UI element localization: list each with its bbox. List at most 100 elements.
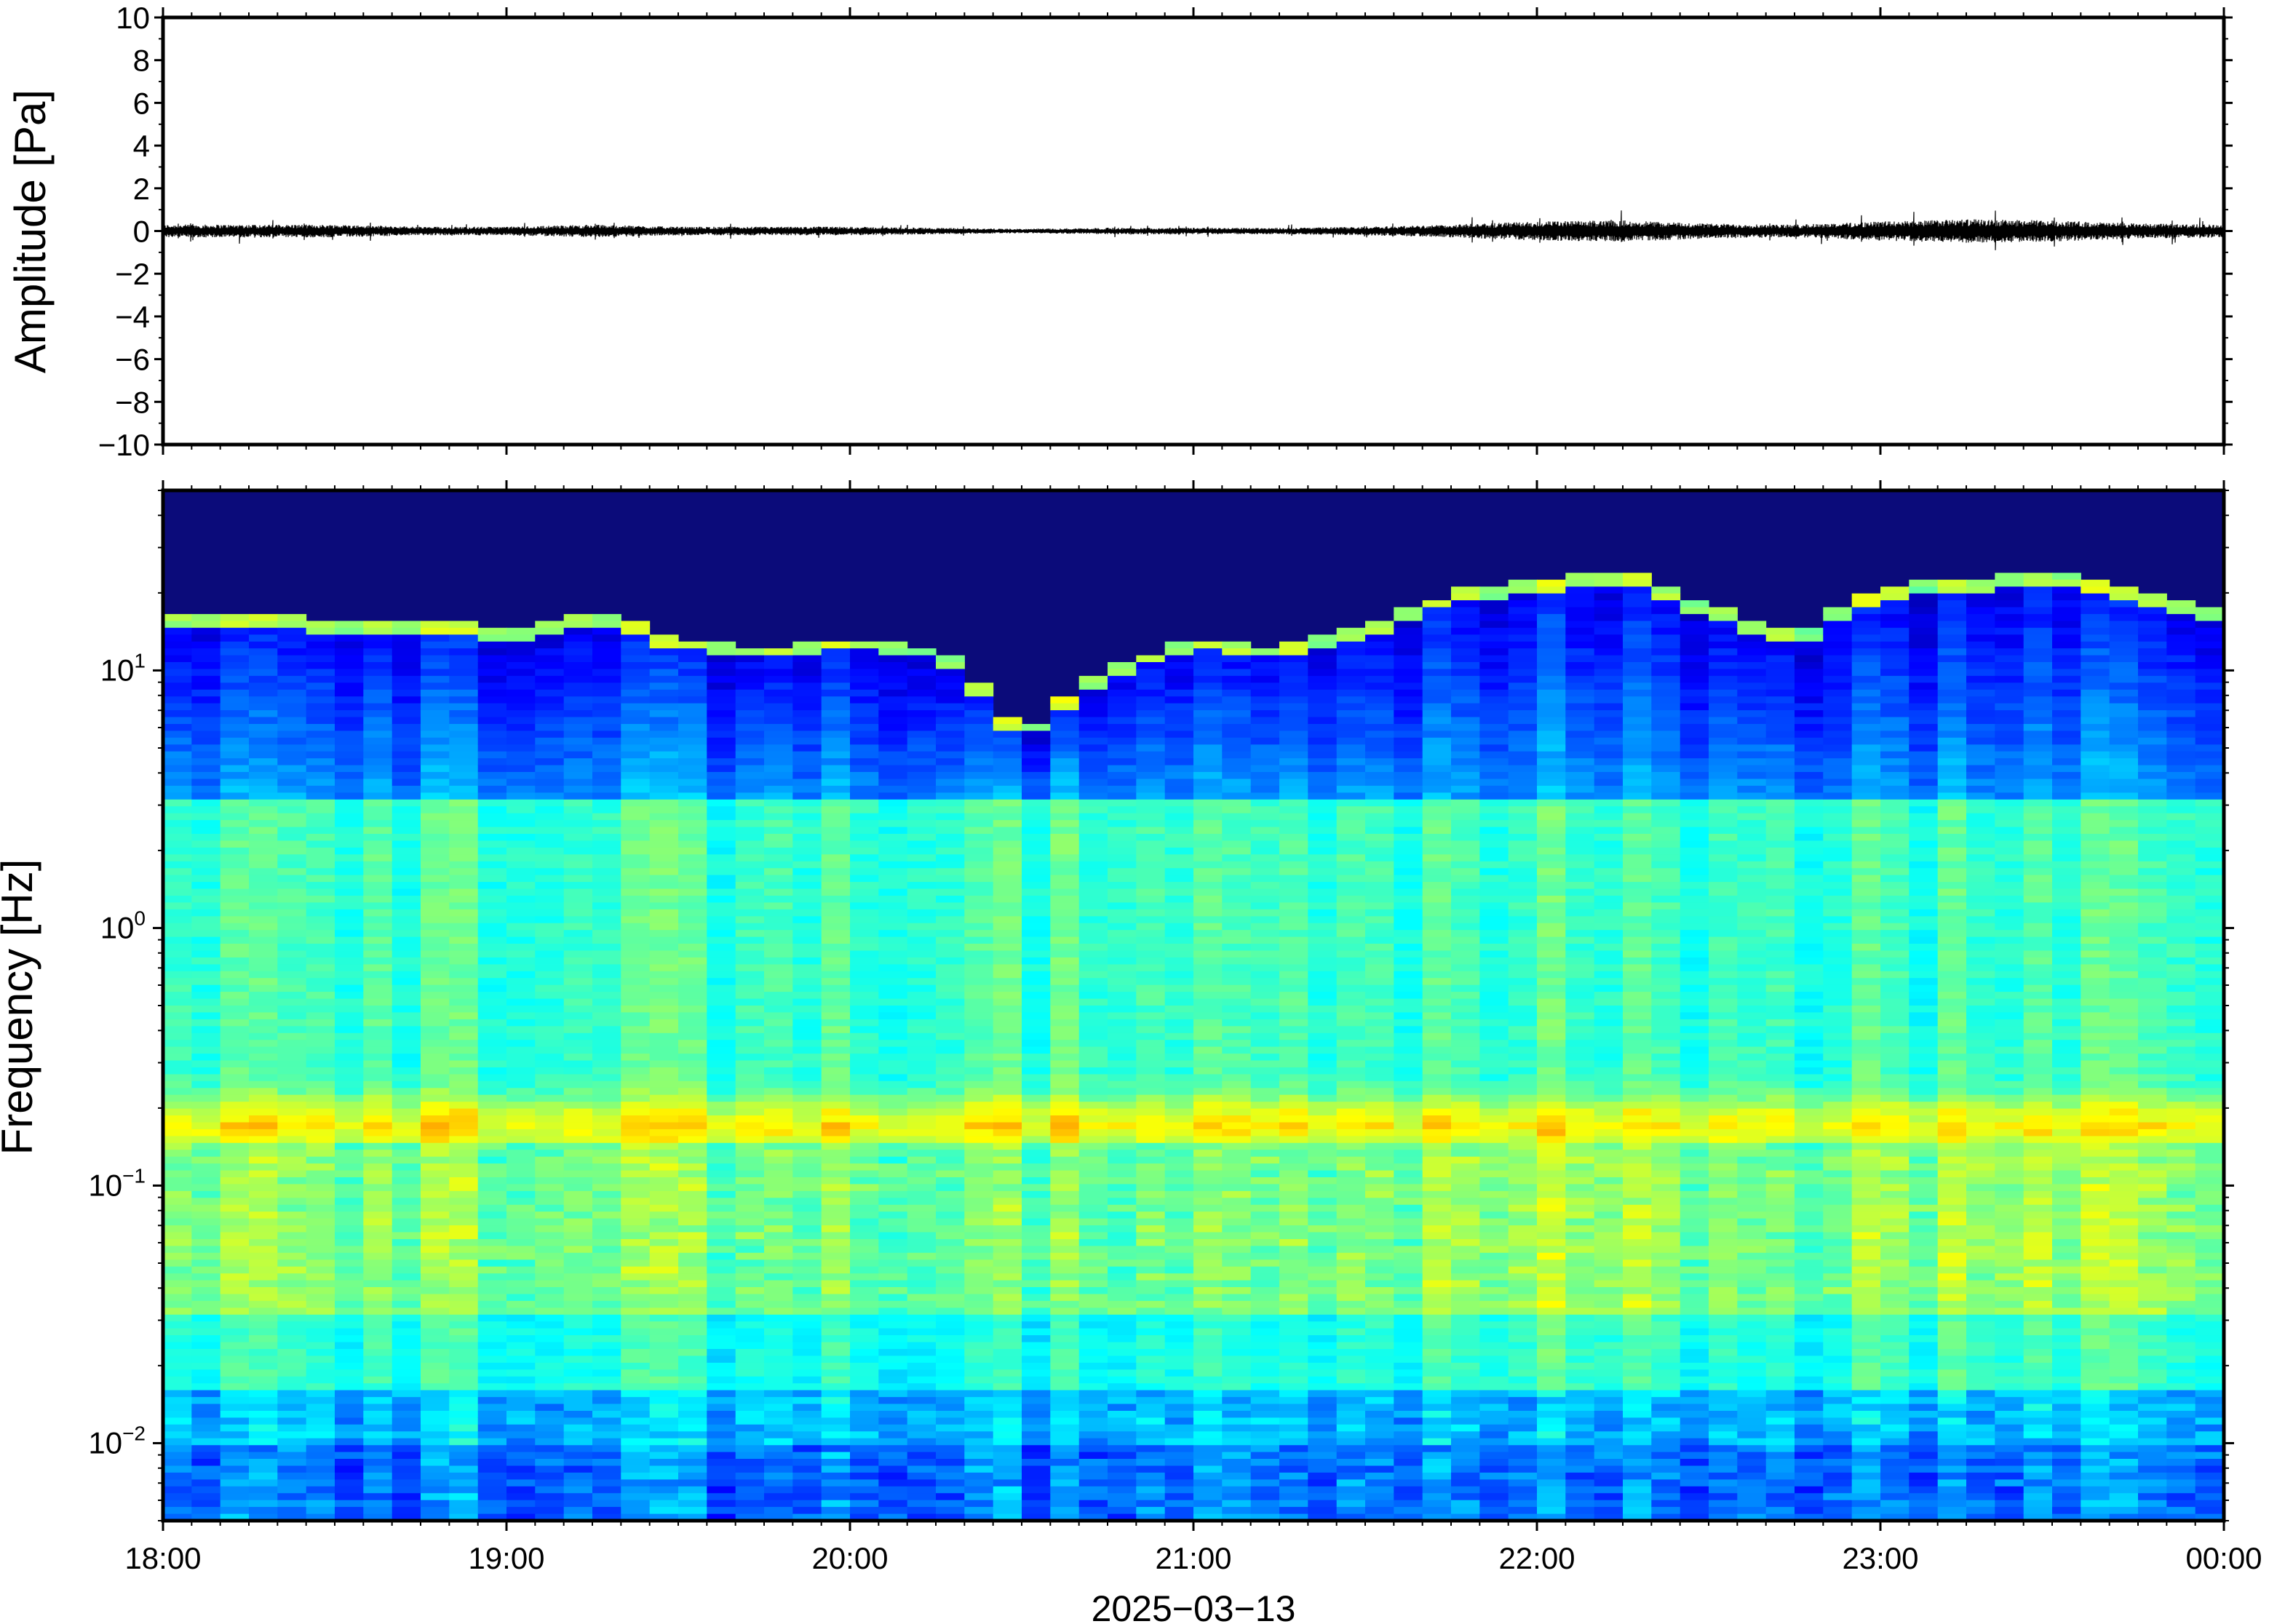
spectrogram-cell bbox=[993, 1307, 1022, 1315]
spectrogram-cell bbox=[878, 648, 908, 656]
spectrogram-cell bbox=[535, 621, 565, 629]
spectrogram-cell bbox=[249, 1232, 278, 1240]
spectrogram-cell bbox=[1050, 1122, 1080, 1130]
spectrogram-cell bbox=[1193, 1067, 1223, 1075]
spectrogram-cell bbox=[335, 1335, 364, 1343]
spectrogram-cell bbox=[821, 792, 851, 800]
spectrogram-cell bbox=[163, 1246, 192, 1254]
spectrogram-cell bbox=[1050, 1328, 1080, 1336]
spectrogram-cell bbox=[621, 1040, 651, 1048]
spectrogram-cell bbox=[421, 1177, 450, 1185]
spectrogram-cell bbox=[907, 648, 937, 656]
spectrogram-cell bbox=[191, 1184, 221, 1192]
spectrogram-cell bbox=[649, 1122, 679, 1130]
spectrogram-cell bbox=[220, 896, 250, 903]
spectrogram-cell bbox=[764, 992, 793, 1000]
spectrogram-cell bbox=[1078, 1452, 1108, 1460]
spectrogram-cell bbox=[535, 1150, 565, 1158]
spectrogram-cell bbox=[649, 1328, 679, 1336]
spectrogram-cell bbox=[306, 675, 335, 683]
spectrogram-cell bbox=[363, 1198, 393, 1206]
spectrogram-cell bbox=[821, 703, 851, 711]
spectrogram-cell bbox=[792, 1376, 822, 1384]
spectrogram-cell bbox=[735, 813, 765, 821]
spectrogram-cell bbox=[621, 779, 651, 787]
spectrogram-cell bbox=[878, 779, 908, 787]
spectrogram-cell bbox=[621, 909, 651, 917]
spectrogram-cell bbox=[707, 731, 736, 739]
spectrogram-cell bbox=[1108, 1122, 1137, 1130]
spectrogram-cell bbox=[1222, 731, 1252, 739]
spectrogram-cell bbox=[964, 1122, 994, 1130]
spectrogram-cell bbox=[306, 662, 335, 669]
spectrogram-cell bbox=[392, 1012, 421, 1020]
spectrogram-cell bbox=[335, 1122, 364, 1130]
spectrogram-cell bbox=[1164, 1006, 1194, 1013]
spectrogram-cell bbox=[707, 1342, 736, 1350]
spectrogram-cell bbox=[163, 1198, 192, 1206]
spectrogram-cell bbox=[535, 1211, 565, 1219]
spectrogram-cell bbox=[392, 731, 421, 739]
spectrogram-cell bbox=[1193, 847, 1223, 855]
spectrogram-cell bbox=[421, 1356, 450, 1364]
spectrogram-cell bbox=[449, 1239, 479, 1246]
spectrogram-cell bbox=[907, 1493, 937, 1501]
spectrogram-cell bbox=[678, 731, 707, 739]
spectrogram-cell bbox=[621, 1307, 651, 1315]
spectrogram-cell bbox=[392, 1383, 421, 1391]
spectrogram-cell bbox=[506, 1108, 536, 1116]
spectrogram-cell bbox=[907, 744, 937, 752]
spectrogram-cell bbox=[277, 1190, 307, 1198]
spectrogram-cell bbox=[163, 1150, 192, 1158]
spectrogram-cell bbox=[1136, 882, 1166, 890]
spectrogram-cell bbox=[249, 1424, 278, 1432]
spectrogram-cell bbox=[535, 682, 565, 690]
spectrogram-cell bbox=[449, 1163, 479, 1171]
spectrogram-cell bbox=[792, 717, 822, 725]
spectrogram-cell bbox=[563, 896, 593, 903]
spectrogram-cell bbox=[993, 875, 1022, 883]
spectrogram-cell bbox=[249, 1156, 278, 1164]
spectrogram-cell bbox=[621, 1493, 651, 1501]
spectrogram-cell bbox=[1222, 799, 1252, 807]
spectrogram-cell bbox=[907, 1300, 937, 1308]
spectrogram-cell bbox=[535, 1376, 565, 1384]
spectrogram-cell bbox=[563, 1067, 593, 1075]
spectrogram-cell bbox=[964, 1493, 994, 1501]
spectrogram-cell bbox=[421, 1094, 450, 1102]
spectrogram-cell bbox=[1164, 1080, 1194, 1088]
spectrogram-cell bbox=[1136, 1150, 1166, 1158]
spectrogram-cell bbox=[363, 1300, 393, 1308]
spectrogram-cell bbox=[306, 696, 335, 704]
spectrogram-cell bbox=[506, 861, 536, 869]
spectrogram-cell bbox=[821, 930, 851, 938]
spectrogram-cell bbox=[621, 1445, 651, 1453]
spectrogram-cell bbox=[249, 827, 278, 835]
spectrogram-cell bbox=[277, 1486, 307, 1494]
spectrogram-cell bbox=[220, 682, 250, 690]
spectrogram-cell bbox=[792, 936, 822, 944]
spectrogram-cell bbox=[220, 1280, 250, 1288]
spectrogram-cell bbox=[506, 1142, 536, 1150]
spectrogram-cell bbox=[678, 1006, 707, 1013]
spectrogram-cell bbox=[993, 1163, 1022, 1171]
spectrogram-cell bbox=[277, 1459, 307, 1466]
spectrogram-cell bbox=[335, 1513, 364, 1521]
spectrogram-cell bbox=[249, 1108, 278, 1116]
spectrogram-cell bbox=[220, 675, 250, 683]
spectrogram-cell bbox=[249, 1307, 278, 1315]
spectrogram-cell bbox=[306, 834, 335, 841]
spectrogram-cell bbox=[592, 1218, 621, 1226]
spectrogram-cell bbox=[850, 1390, 879, 1398]
spectrogram-cell bbox=[707, 1397, 736, 1405]
spectrogram-cell bbox=[363, 861, 393, 869]
spectrogram-cell bbox=[392, 1500, 421, 1508]
spectrogram-cell bbox=[764, 1136, 793, 1144]
spectrogram-cell bbox=[363, 1342, 393, 1350]
spectrogram-cell bbox=[850, 675, 879, 683]
spectrogram-cell bbox=[277, 1170, 307, 1178]
spectrogram-cell bbox=[964, 1054, 994, 1062]
spectrogram-cell bbox=[792, 799, 822, 807]
spectrogram-cell bbox=[306, 1342, 335, 1350]
spectrogram-cell bbox=[764, 675, 793, 683]
